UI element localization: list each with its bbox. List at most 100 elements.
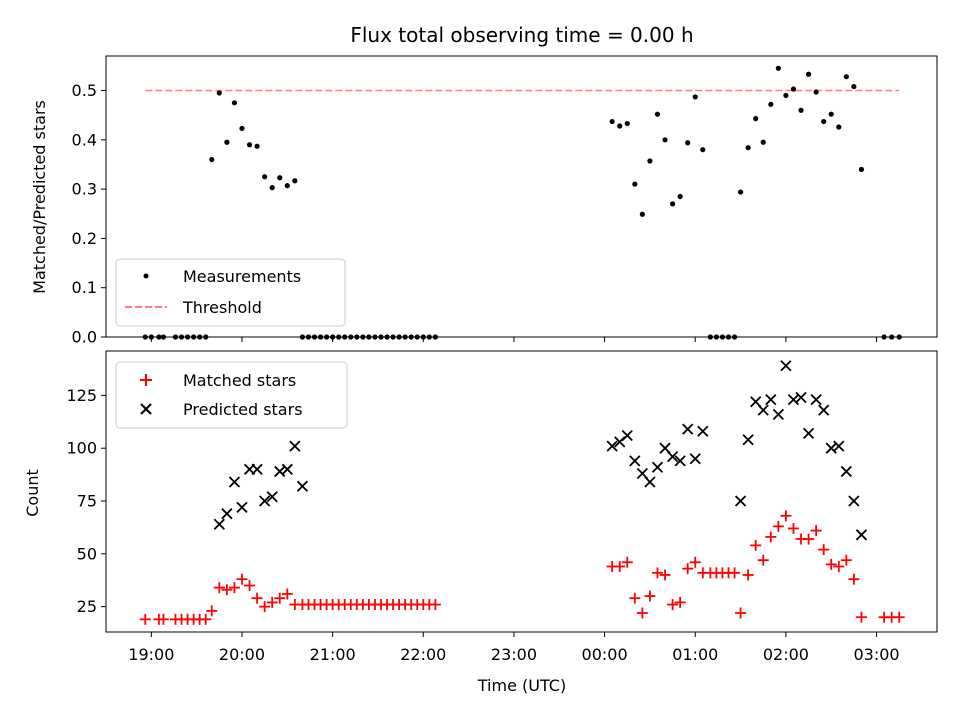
predicted-point (697, 425, 709, 437)
x-tick-label: 03:00 (854, 645, 900, 664)
matched-point (735, 607, 747, 619)
predicted-point (689, 453, 701, 465)
predicted-stroke (689, 453, 701, 465)
predicted-stroke (636, 467, 649, 480)
predicted-point (629, 455, 641, 467)
measurement-point (639, 211, 645, 217)
x-tick-label: 01:00 (672, 645, 718, 664)
measurement-point (753, 116, 759, 122)
predicted-stroke (848, 495, 860, 507)
matched-point (742, 569, 754, 581)
top-axes-frame (105, 55, 938, 338)
legend-label-measurements: Measurements (183, 267, 301, 286)
predicted-point (236, 501, 248, 513)
measurement-point (692, 94, 698, 100)
predicted-point (251, 463, 263, 475)
measurement-point (609, 118, 615, 125)
predicted-point (289, 440, 301, 452)
matched-point (636, 607, 648, 619)
predicted-stroke (818, 404, 830, 416)
measurement-point (805, 71, 812, 77)
matched-point (274, 592, 286, 604)
predicted-stroke (697, 425, 709, 437)
matched-point (157, 613, 169, 625)
predicted-stroke (251, 463, 263, 475)
matched-point (855, 611, 867, 623)
bottom-y-tick-label: 125 (66, 386, 97, 405)
measurement-point (828, 111, 834, 117)
chart-title: Flux total observing time = 0.00 h (350, 23, 693, 47)
predicted-stroke (289, 440, 301, 452)
measurement-point (246, 142, 253, 148)
predicted-point (840, 465, 852, 478)
top-y-tick-label: 0.5 (72, 81, 97, 100)
legend-label-matched: Matched stars (183, 371, 296, 390)
predicted-point (833, 440, 845, 452)
matched-point (206, 605, 218, 617)
predicted-point (213, 518, 225, 530)
measurement-point (624, 120, 630, 127)
matched-point (614, 561, 626, 573)
measurement-point (798, 107, 804, 113)
top-y-tick-label: 0.0 (72, 328, 97, 347)
bottom-legend: Matched stars Predicted stars (115, 361, 348, 429)
measurement-point (821, 118, 827, 125)
predicted-point (855, 529, 868, 541)
measurement-point (677, 193, 683, 200)
predicted-point (644, 476, 656, 488)
measurement-point (231, 100, 238, 106)
predicted-point (651, 461, 664, 473)
top-y-axis-label: Matched/Predicted stars (30, 100, 49, 294)
matched-point (772, 520, 784, 532)
measurement-point (669, 201, 676, 207)
predicted-stroke (833, 440, 845, 452)
predicted-point (818, 404, 830, 416)
predicted-stroke (266, 491, 278, 503)
predicted-stroke (772, 408, 784, 421)
top-legend-box (115, 258, 346, 327)
matched-point (213, 582, 225, 594)
measurement-point (737, 189, 744, 195)
predicted-point (621, 429, 633, 442)
predicted-stroke (621, 429, 633, 442)
predicted-stroke (780, 360, 792, 372)
matched-point (682, 563, 694, 575)
measurement-point (768, 101, 774, 107)
measurement-point (277, 175, 283, 181)
predicted-stroke (274, 465, 286, 478)
predicted-point (221, 508, 233, 520)
bottom-y-tick-label: 25 (77, 597, 97, 616)
matched-point (833, 561, 845, 573)
predicted-stroke (825, 442, 837, 454)
matched-point (780, 510, 792, 522)
x-tick-label: 21:00 (310, 645, 356, 664)
matched-point (281, 588, 293, 600)
predicted-point (682, 423, 694, 435)
top-plot-area: 0.0 0.1 0.2 0.3 0.4 0.5 (72, 65, 902, 347)
predicted-point (266, 491, 278, 503)
measurement-point (851, 83, 857, 90)
predicted-stroke (855, 529, 868, 541)
legend-marker-predicted (140, 403, 152, 415)
x-tick-label: 19:00 (128, 645, 174, 664)
predicted-point (606, 440, 618, 452)
predicted-stroke (281, 463, 293, 475)
matched-point (221, 584, 233, 596)
measurement-point (858, 166, 865, 172)
matched-point (787, 522, 799, 534)
measurement-point (209, 156, 215, 163)
x-tick-label: 22:00 (400, 645, 446, 664)
predicted-stroke (296, 480, 309, 492)
x-tick-label: 23:00 (491, 645, 537, 664)
predicted-stroke (802, 427, 815, 440)
measurement-point (654, 111, 661, 117)
predicted-stroke (750, 396, 762, 408)
measurement-point (775, 65, 781, 71)
predicted-point (802, 427, 815, 440)
bottom-legend-box (115, 361, 348, 429)
measurement-point (783, 92, 789, 99)
matched-point (818, 544, 830, 556)
top-panel: Flux total observing time = 0.00 h Match… (30, 23, 938, 347)
matched-point (750, 539, 762, 551)
measurement-point (262, 174, 268, 180)
